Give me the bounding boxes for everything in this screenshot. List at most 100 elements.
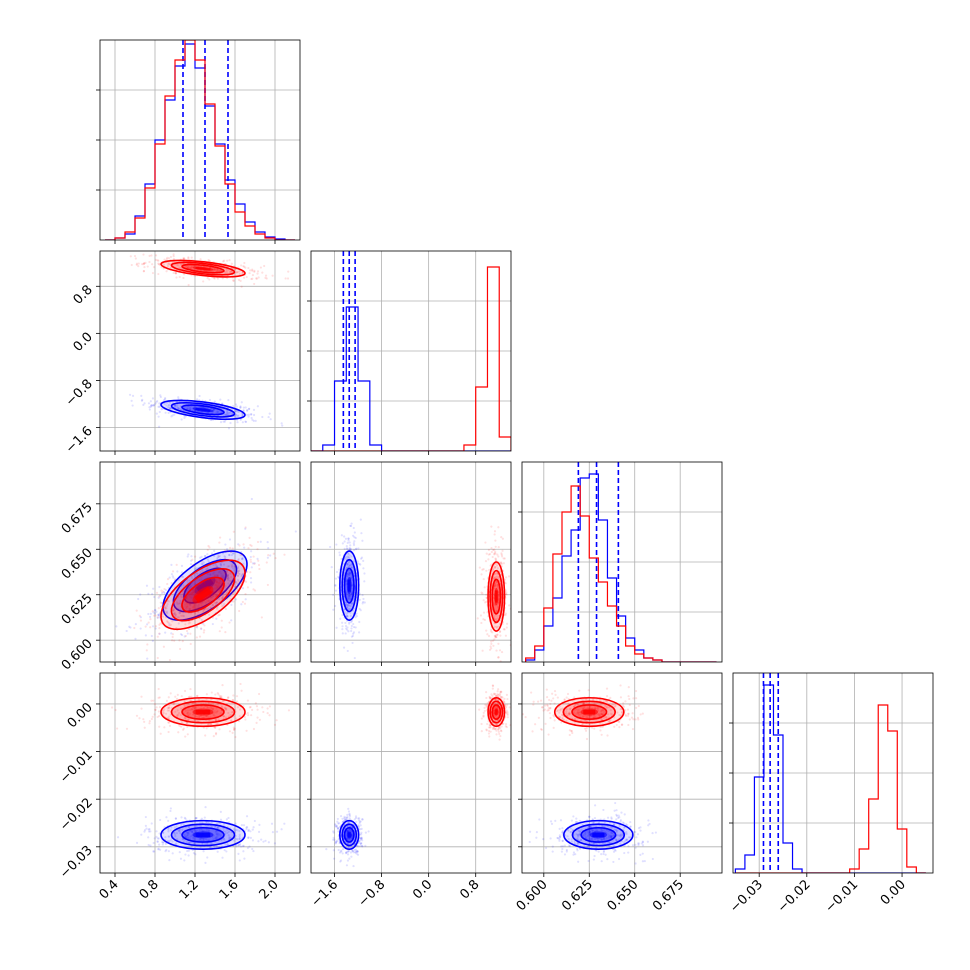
scatter-point bbox=[218, 581, 221, 584]
scatter-point bbox=[169, 406, 172, 410]
scatter-point bbox=[350, 830, 353, 833]
scatter-point bbox=[351, 835, 354, 838]
scatter-point bbox=[347, 810, 351, 813]
scatter-point bbox=[480, 621, 483, 625]
scatter-point bbox=[154, 708, 157, 711]
scatter-point bbox=[164, 631, 167, 634]
scatter-point bbox=[164, 411, 167, 414]
grid-lines bbox=[100, 40, 300, 240]
scatter-point bbox=[168, 406, 171, 409]
scatter-point bbox=[482, 711, 485, 714]
scatter-point bbox=[193, 409, 196, 412]
scatter-point bbox=[361, 818, 364, 821]
scatter-point bbox=[203, 816, 206, 819]
scatter-point bbox=[618, 838, 621, 841]
histogram-step-blue bbox=[734, 684, 926, 873]
scatter-point bbox=[236, 414, 239, 417]
scatter-point bbox=[224, 543, 227, 546]
scatter-point bbox=[215, 601, 219, 604]
scatter-point bbox=[491, 570, 494, 573]
scatter-point bbox=[158, 632, 161, 635]
scatter-point bbox=[249, 560, 253, 564]
scatter-point bbox=[182, 276, 185, 280]
scatter-point bbox=[344, 852, 348, 855]
scatter-point bbox=[162, 399, 166, 402]
scatter-point bbox=[217, 614, 220, 617]
scatter-point bbox=[186, 579, 189, 582]
scatter-point bbox=[185, 602, 189, 605]
x-tick-label: 0.8 bbox=[457, 877, 482, 902]
scatter-point bbox=[234, 828, 238, 832]
panel-frame bbox=[99, 250, 301, 452]
scatter-point bbox=[163, 402, 166, 406]
scatter-point bbox=[208, 278, 211, 281]
scatter-point bbox=[178, 851, 181, 854]
scatter-point bbox=[348, 572, 352, 575]
scatter-point bbox=[637, 827, 641, 830]
scatter-point bbox=[348, 571, 351, 574]
scatter-point bbox=[174, 404, 177, 408]
scatter-point bbox=[168, 622, 171, 625]
scatter-point bbox=[489, 724, 492, 727]
contour-line bbox=[170, 261, 236, 276]
scatter-point bbox=[154, 608, 157, 612]
scatter-point bbox=[496, 553, 499, 556]
scatter-point bbox=[191, 831, 194, 834]
scatter-point bbox=[140, 394, 143, 398]
scatter-point bbox=[179, 633, 183, 636]
scatter-point bbox=[356, 850, 359, 853]
scatter-point bbox=[193, 264, 196, 268]
scatter-point bbox=[234, 268, 237, 271]
scatter-point bbox=[218, 696, 221, 699]
scatter-point bbox=[505, 693, 508, 697]
scatter-point bbox=[222, 715, 225, 718]
scatter-point bbox=[227, 427, 231, 430]
scatter-point bbox=[179, 713, 182, 717]
scatter-point bbox=[502, 562, 506, 565]
scatter-point bbox=[601, 839, 604, 842]
scatter-point bbox=[535, 836, 538, 839]
scatter-point bbox=[154, 402, 157, 405]
scatter-point bbox=[493, 693, 496, 696]
scatter-point bbox=[561, 839, 564, 843]
scatter-point bbox=[561, 839, 564, 842]
scatter-point bbox=[235, 572, 238, 575]
scatter-point bbox=[358, 820, 361, 823]
scatter-point bbox=[572, 711, 575, 714]
scatter-point bbox=[191, 593, 194, 596]
scatter-point bbox=[593, 837, 597, 841]
scatter-point bbox=[227, 399, 230, 402]
scatter-point bbox=[199, 570, 202, 574]
scatter-point bbox=[191, 829, 194, 832]
scatter-point bbox=[181, 596, 184, 599]
scatter-point bbox=[206, 558, 209, 561]
scatter-point bbox=[241, 600, 244, 604]
scatter-point bbox=[349, 851, 353, 854]
scatter-point bbox=[495, 610, 498, 613]
scatter-point bbox=[347, 846, 350, 849]
scatter-panel bbox=[325, 684, 511, 868]
scatter-point bbox=[189, 632, 192, 635]
scatter-point bbox=[348, 814, 352, 818]
scatter-point bbox=[346, 859, 350, 862]
scatter-point bbox=[256, 270, 260, 273]
scatter-point bbox=[618, 834, 621, 837]
scatter-point bbox=[219, 580, 222, 583]
scatter-point bbox=[600, 853, 603, 856]
scatter-point bbox=[241, 587, 245, 590]
scatter-point bbox=[257, 276, 260, 279]
scatter-point bbox=[240, 574, 243, 578]
scatter-point bbox=[227, 577, 230, 580]
scatter-point bbox=[241, 421, 244, 424]
scatter-point bbox=[189, 612, 192, 615]
scatter-point bbox=[151, 404, 154, 407]
scatter-point bbox=[348, 572, 351, 575]
scatter-point bbox=[230, 565, 233, 569]
scatter-point bbox=[227, 696, 230, 699]
scatter-point bbox=[187, 602, 190, 605]
scatter-point bbox=[244, 420, 247, 423]
scatter-point bbox=[493, 638, 496, 641]
scatter-point bbox=[169, 829, 172, 832]
scatter-point bbox=[189, 830, 192, 833]
scatter-point bbox=[159, 732, 162, 735]
